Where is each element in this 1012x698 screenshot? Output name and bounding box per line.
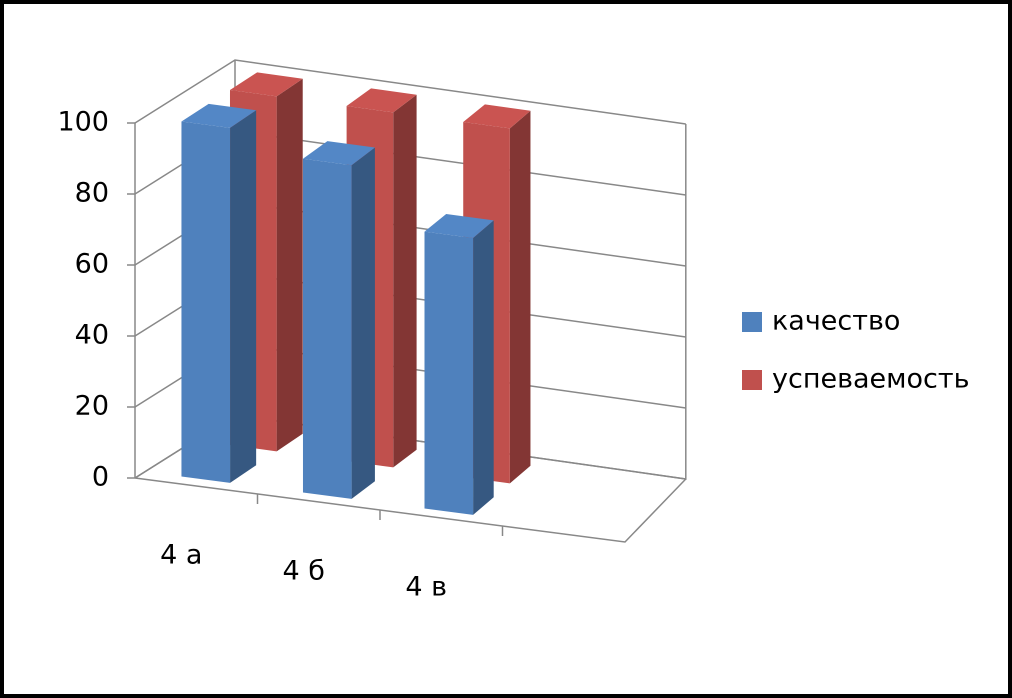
bar-side	[473, 220, 494, 515]
bar	[181, 121, 231, 483]
y-tick-label: 80	[75, 178, 109, 209]
bar-top	[463, 104, 531, 129]
x-tick-label: 4 а	[160, 540, 202, 571]
bar-top	[424, 213, 494, 238]
bar-top	[229, 72, 303, 97]
legend-label: успеваемость	[772, 364, 970, 395]
x-tick-label: 4 в	[405, 572, 447, 603]
bar-side	[351, 147, 375, 499]
legend-swatch	[742, 370, 762, 390]
bar-side	[230, 110, 257, 483]
legend-swatch	[742, 312, 762, 332]
y-tick-label: 100	[57, 107, 109, 138]
x-tick-label: 4 б	[283, 556, 325, 587]
legend-label: качество	[772, 306, 900, 337]
bar-top	[181, 103, 257, 128]
bar-side	[276, 78, 303, 452]
y-tick-label: 20	[75, 391, 109, 422]
bar-top	[302, 141, 375, 166]
floor	[134, 477, 687, 543]
y-tick-label: 0	[92, 462, 109, 493]
bar-side	[509, 110, 531, 484]
bar	[424, 231, 474, 515]
bar	[302, 158, 352, 499]
grid-line	[134, 59, 686, 125]
bar-side	[393, 94, 417, 468]
bar-top	[346, 88, 417, 113]
y-tick-label: 60	[75, 249, 109, 280]
y-tick-label: 40	[75, 320, 109, 351]
